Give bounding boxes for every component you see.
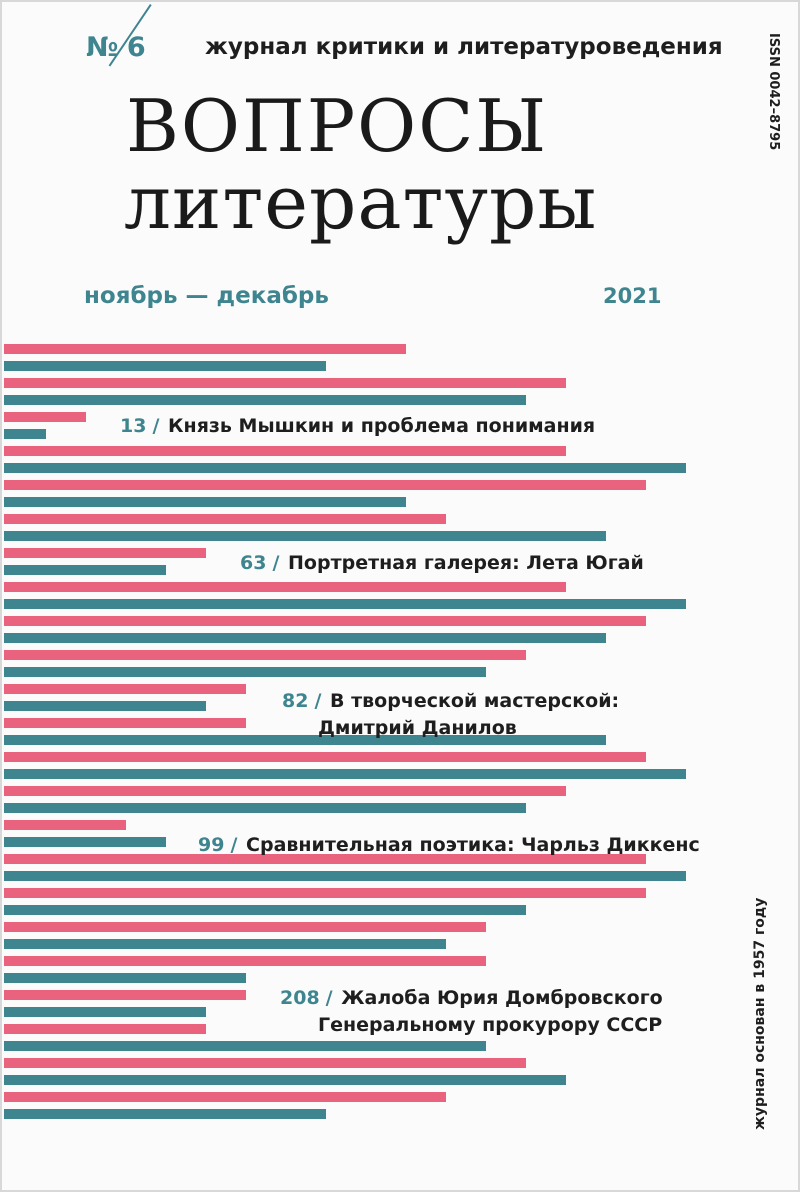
toc-entry: 63/ Портретная галерея: Лета Югай: [240, 551, 644, 575]
pink-stripe: [4, 616, 646, 626]
title-line-1: ВОПРОСЫ: [126, 84, 549, 168]
toc-title: Сравнительная поэтика: Чарльз Диккенс: [246, 834, 700, 856]
toc-slash: /: [230, 834, 238, 856]
issue-period: ноябрь — декабрь: [84, 283, 329, 309]
teal-stripe: [4, 1007, 206, 1017]
pink-stripe: [4, 1024, 206, 1034]
issue-year: 2021: [603, 284, 662, 308]
toc-slash: /: [272, 552, 280, 574]
pink-stripe: [4, 684, 246, 694]
teal-stripe: [4, 497, 406, 507]
toc-page-number: 82: [282, 690, 309, 712]
pink-stripe: [4, 854, 646, 864]
toc-title: Портретная галерея: Лета Югай: [288, 552, 644, 574]
teal-stripe: [4, 973, 246, 983]
pink-stripe: [4, 650, 526, 660]
toc-page-number: 208: [280, 987, 320, 1009]
pink-stripe: [4, 548, 206, 558]
teal-stripe: [4, 871, 686, 881]
teal-stripe: [4, 1075, 566, 1085]
toc-entry-continuation: Генеральному прокурору СССР: [318, 1014, 663, 1036]
pink-stripe: [4, 582, 566, 592]
pink-stripe: [4, 378, 566, 388]
teal-stripe: [4, 633, 606, 643]
pink-stripe: [4, 514, 446, 524]
pink-stripe: [4, 412, 86, 422]
teal-stripe: [4, 531, 606, 541]
pink-stripe: [4, 922, 486, 932]
teal-stripe: [4, 1109, 326, 1119]
pink-stripe: [4, 990, 246, 1000]
toc-title: Жалоба Юрия Домбровского: [341, 987, 663, 1009]
toc-page-number: 99: [198, 834, 225, 856]
toc-slash: /: [325, 987, 333, 1009]
pink-stripe: [4, 1092, 446, 1102]
founded-note: журнал основан в 1957 году: [752, 897, 768, 1130]
pink-stripe: [4, 752, 646, 762]
pink-stripe: [4, 446, 566, 456]
teal-stripe: [4, 667, 486, 677]
toc-entry: 208/ Жалоба Юрия Домбровского: [280, 986, 663, 1010]
pink-stripe: [4, 820, 126, 830]
teal-stripe: [4, 769, 686, 779]
toc-page-number: 63: [240, 552, 267, 574]
teal-stripe: [4, 701, 206, 711]
pink-stripe: [4, 718, 246, 728]
toc-title: В творческой мастерской:: [330, 690, 620, 712]
pink-stripe: [4, 888, 646, 898]
teal-stripe: [4, 429, 46, 439]
teal-stripe: [4, 361, 326, 371]
issn-number: ISSN 0042–8795: [766, 33, 781, 151]
teal-stripe: [4, 905, 526, 915]
toc-slash: /: [314, 690, 322, 712]
toc-entry: 82/ В творческой мастерской:: [282, 689, 619, 713]
teal-stripe: [4, 803, 526, 813]
toc-entry: 99/ Сравнительная поэтика: Чарльз Диккен…: [198, 833, 700, 857]
pink-stripe: [4, 480, 646, 490]
teal-stripe: [4, 735, 606, 745]
toc-title: Князь Мышкин и проблема понимания: [168, 415, 596, 437]
toc-slash: /: [152, 415, 160, 437]
pink-stripe: [4, 786, 566, 796]
toc-entry-continuation: Дмитрий Данилов: [318, 717, 517, 739]
teal-stripe: [4, 837, 166, 847]
pink-stripe: [4, 1058, 526, 1068]
teal-stripe: [4, 599, 686, 609]
teal-stripe: [4, 939, 446, 949]
teal-stripe: [4, 565, 166, 575]
toc-entry: 13/ Князь Мышкин и проблема понимания: [120, 414, 595, 438]
pink-stripe: [4, 956, 486, 966]
pink-stripe: [4, 344, 406, 354]
journal-subtitle: журнал критики и литературоведения: [205, 34, 723, 60]
teal-stripe: [4, 1041, 486, 1051]
title-line-2: литературы: [124, 160, 598, 246]
toc-page-number: 13: [120, 415, 147, 437]
teal-stripe: [4, 463, 686, 473]
teal-stripe: [4, 395, 526, 405]
